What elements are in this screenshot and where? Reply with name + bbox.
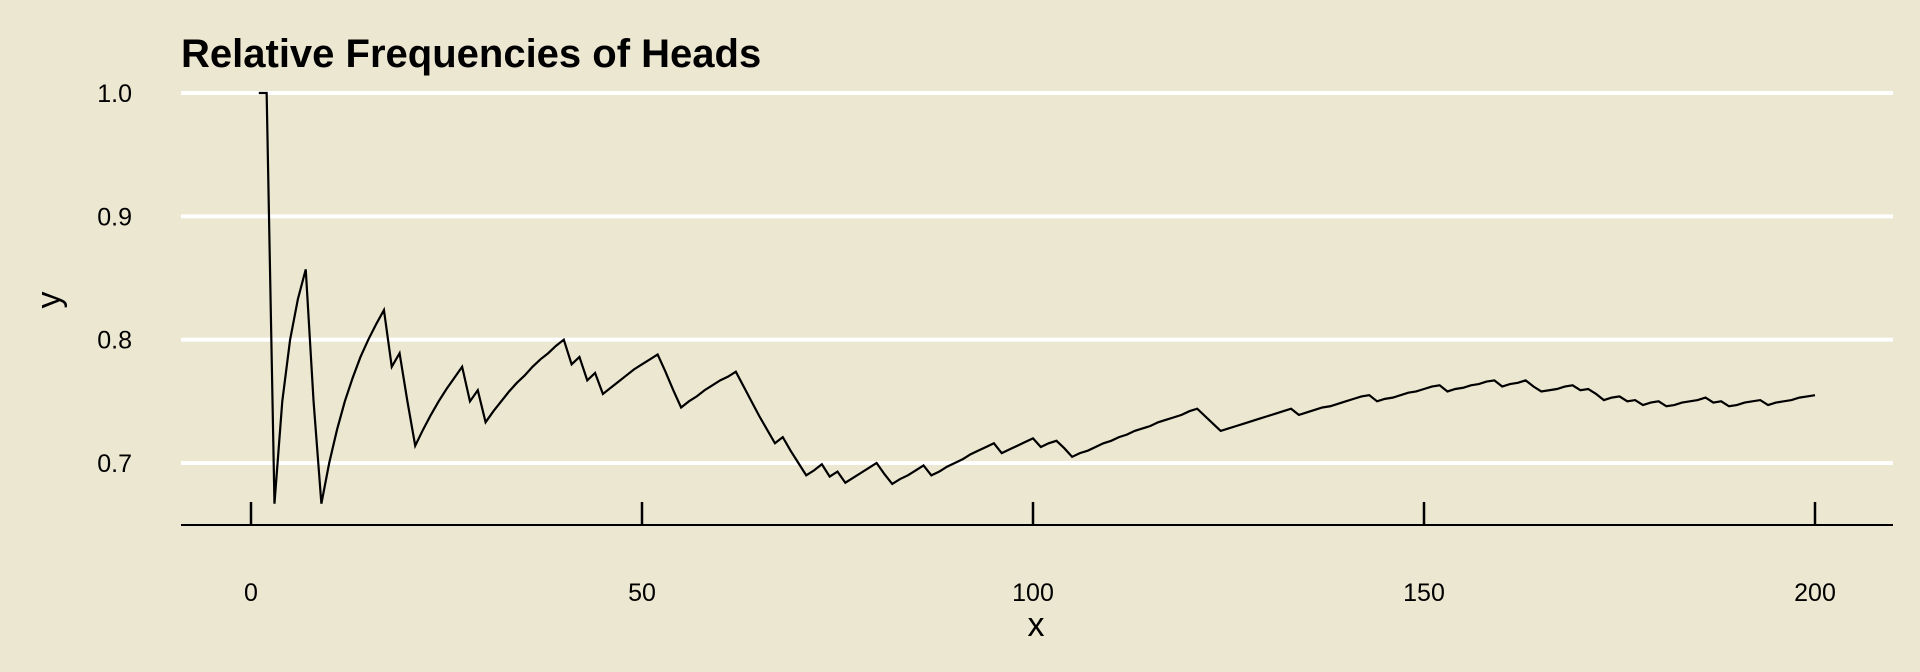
- y-tick-label-0.8: 0.8: [97, 327, 132, 355]
- y-tick-label-1.0: 1.0: [97, 80, 132, 108]
- chart-title: Relative Frequencies of Heads: [181, 32, 761, 76]
- x-tick-label-150: 150: [1403, 579, 1445, 607]
- y-axis-tick-labels: 0.7 0.8 0.9 1.0: [97, 80, 132, 478]
- x-axis-title: x: [1028, 606, 1045, 644]
- y-tick-label-0.9: 0.9: [97, 203, 132, 231]
- x-tick-label-100: 100: [1012, 579, 1054, 607]
- series-line-relative-frequency: [258, 91, 1816, 504]
- x-axis-ticks: 0 50 100 150 200: [244, 502, 1836, 607]
- y-tick-label-0.7: 0.7: [97, 450, 132, 478]
- x-tick-label-200: 200: [1794, 579, 1836, 607]
- gridlines: [181, 91, 1893, 465]
- x-tick-label-0: 0: [244, 579, 258, 607]
- x-tick-label-50: 50: [628, 579, 656, 607]
- y-axis-title: y: [30, 292, 68, 309]
